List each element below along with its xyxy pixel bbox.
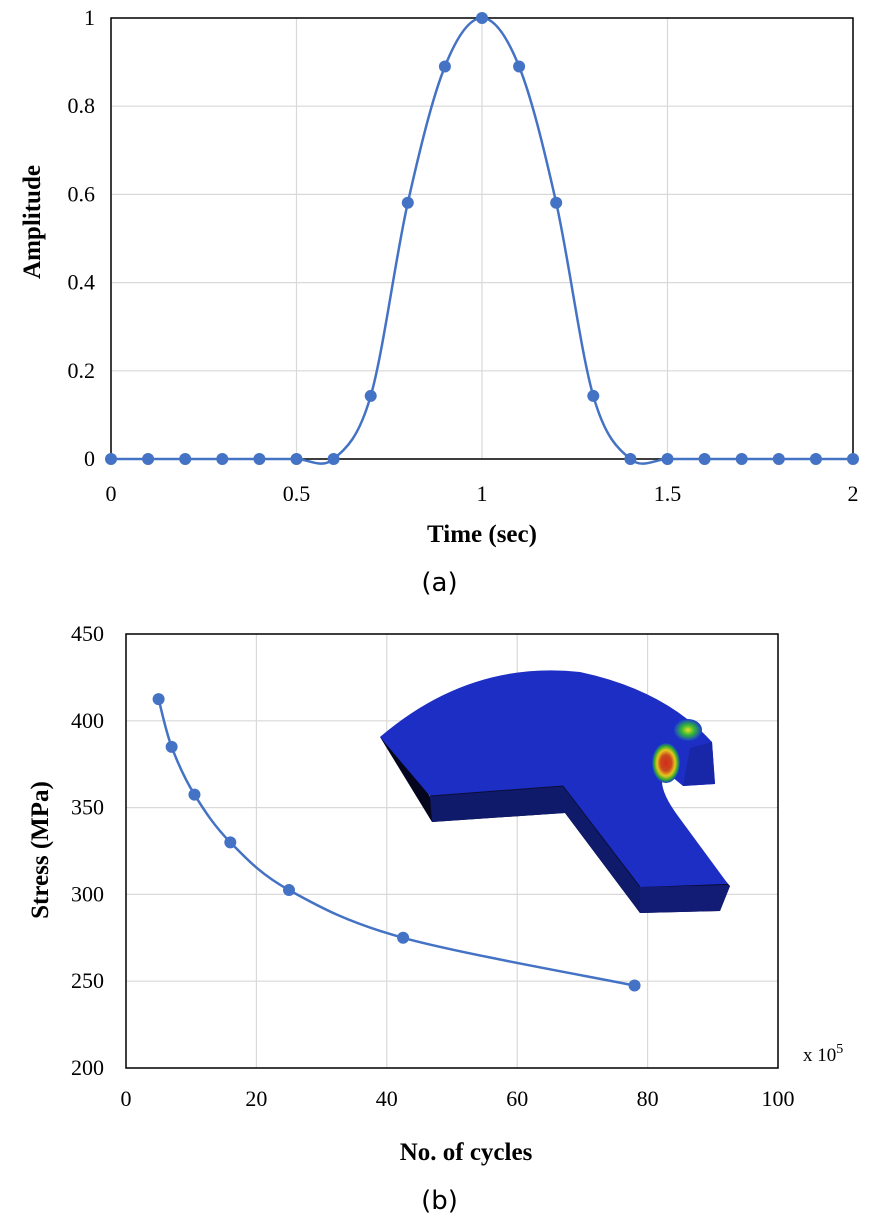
y-tick-label: 0 [84,446,95,471]
data-point [327,453,340,465]
y-axis-label: Stress (MPa) [27,781,54,919]
data-point [290,453,303,465]
y-tick-label: 400 [71,708,104,733]
x-axis-multiplier: x 105 [803,1042,843,1066]
x-tick-label: 2 [848,481,859,506]
data-point [364,389,377,402]
x-tick-label: 0.5 [283,481,311,506]
x-tick-label: 0 [106,481,117,506]
data-point [179,453,192,465]
data-point [735,453,748,465]
x-axis-label: Time (sec) [427,521,537,548]
data-point [624,453,637,465]
data-point [628,979,641,992]
panel-label-b: (b) [421,1186,458,1216]
panel-label-a: (a) [421,568,458,598]
series-line [157,698,635,987]
tick-labels: 0 20 40 60 80 100 200 250 300 350 400 450 [71,621,795,1111]
data-point [397,931,410,944]
x-axis-label: No. of cycles [400,1139,533,1166]
x-tick-label: 20 [245,1086,267,1111]
data-point [809,453,822,465]
data-point [142,453,155,465]
x-tick-label: 1 [477,481,488,506]
data-point [152,693,165,706]
data-point [550,196,563,209]
data-point [438,60,451,73]
plot-frame [125,633,779,1069]
data-point [188,788,201,801]
x-tick-label: 80 [637,1086,659,1111]
data-point [587,389,600,402]
data-point [283,884,295,897]
x-tick-label: 60 [506,1086,528,1111]
y-tick-label: 350 [71,795,104,820]
amplitude-chart: 0 0.5 1 1.5 2 0 0.2 0.4 0.6 0.8 1 Time (sec) Ampli… [19,5,859,548]
fe-model-inset [380,670,730,913]
data-point [216,453,229,465]
tick-labels: 0 0.5 1 1.5 2 0 0.2 0.4 0.6 0.8 1 [68,5,859,506]
x-tick-label: 40 [376,1086,398,1111]
data-point [847,453,859,465]
y-tick-label: 0.8 [68,93,96,118]
y-tick-label: 0.6 [68,181,96,206]
data-point [165,740,178,753]
x-tick-label: 0 [121,1086,132,1111]
y-tick-label: 300 [71,881,104,906]
data-point [401,196,414,209]
data-point [224,836,237,849]
y-tick-label: 0.2 [68,358,96,383]
stress-cycles-chart: 0 20 40 60 80 100 200 250 300 350 400 450 No. of cy… [27,621,843,1166]
data-point [476,12,488,24]
data-point [253,453,266,465]
data-point [698,453,711,465]
grid [110,17,854,460]
series-points [152,693,641,992]
y-tick-label: 250 [71,968,104,993]
y-axis-label: Amplitude [19,165,46,279]
data-point [661,453,674,465]
data-point [513,60,526,73]
y-tick-label: 200 [71,1055,104,1080]
x-tick-label: 100 [762,1086,795,1111]
data-point [772,453,785,465]
x-tick-label: 1.5 [654,481,682,506]
y-tick-label: 1 [84,5,95,30]
data-point [105,453,117,465]
y-tick-label: 0.4 [68,270,96,295]
series-points [105,12,859,465]
y-tick-label: 450 [71,621,104,646]
